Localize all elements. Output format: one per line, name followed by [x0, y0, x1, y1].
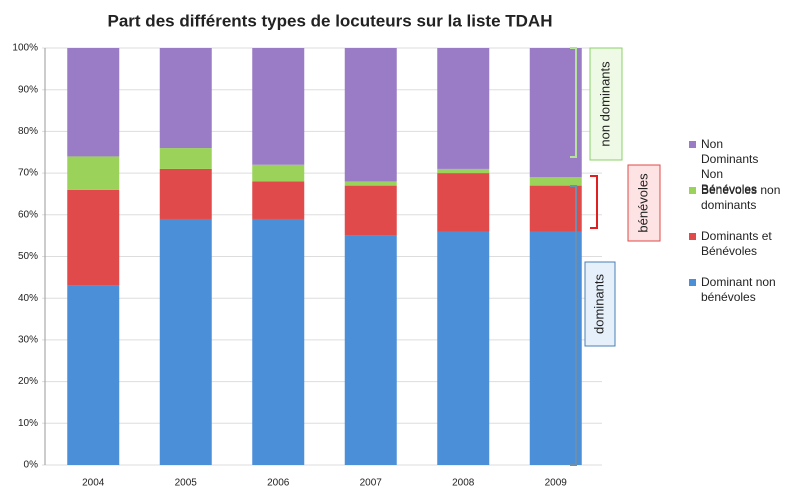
bar	[159, 168, 212, 219]
x-tick-label: 2007	[360, 478, 383, 487]
bar	[529, 48, 582, 178]
bar	[159, 48, 212, 149]
bar	[252, 181, 305, 219]
y-tick-label: 90%	[18, 84, 38, 95]
annotation: bénévoles	[635, 173, 650, 233]
y-tick-label: 100%	[12, 43, 38, 54]
bar	[67, 189, 120, 286]
bar	[437, 48, 490, 169]
annotation: non dominants	[597, 61, 612, 147]
legend-swatch	[689, 187, 696, 194]
chart-title: Part des différents types de locuteurs s…	[108, 11, 553, 30]
bracket	[590, 175, 598, 229]
plot: 0% 10% 20% 30% 40% 50% 60% 70% 80% 90% 100% 2004 200…	[12, 43, 696, 487]
y-tick-label: 60%	[18, 209, 38, 220]
x-tick-label: 2009	[545, 478, 568, 487]
legend-swatch	[689, 279, 696, 286]
annotation-box	[584, 261, 616, 347]
x-tick-label: 2004	[82, 478, 105, 487]
legend-swatch	[689, 233, 696, 240]
bar	[529, 231, 582, 465]
y-tick-label: 20%	[18, 376, 38, 387]
bar	[67, 285, 120, 465]
bar	[437, 173, 490, 232]
annotation: dominants	[591, 274, 606, 334]
y-tick-label: 30%	[18, 335, 38, 346]
legend-label: Non Dominants Non Bénévoles	[701, 137, 759, 196]
bar	[344, 235, 397, 465]
y-tick-label: 40%	[18, 293, 38, 304]
bar	[159, 218, 212, 465]
legend-label: Dominants et Bénévoles	[701, 229, 772, 258]
x-tick-label: 2008	[452, 478, 475, 487]
annotation-box	[589, 47, 623, 161]
y-tick-label: 50%	[18, 251, 38, 262]
bar	[344, 185, 397, 236]
bar	[67, 156, 120, 190]
bracket	[570, 47, 577, 158]
bar	[344, 181, 397, 186]
bar	[252, 48, 305, 165]
x-tick-label: 2005	[175, 478, 198, 487]
bar	[344, 48, 397, 182]
legend-label: Bénévoles non dominants	[701, 183, 781, 212]
y-tick-label: 70%	[18, 168, 38, 179]
y-tick-label: 0%	[24, 460, 39, 471]
y-tick-label: 10%	[18, 418, 38, 429]
bar	[529, 185, 582, 232]
bar	[252, 218, 305, 465]
bar	[437, 168, 490, 174]
bar	[252, 164, 305, 182]
bracket	[570, 185, 577, 466]
bar	[159, 148, 212, 169]
legend-swatch	[689, 141, 696, 148]
bar	[529, 177, 582, 186]
annotation-box	[627, 164, 661, 242]
bar	[437, 231, 490, 465]
bar	[67, 48, 120, 157]
y-tick-label: 80%	[18, 126, 38, 137]
legend-label: Dominant non bénévoles	[701, 275, 776, 304]
x-tick-label: 2006	[267, 478, 290, 487]
